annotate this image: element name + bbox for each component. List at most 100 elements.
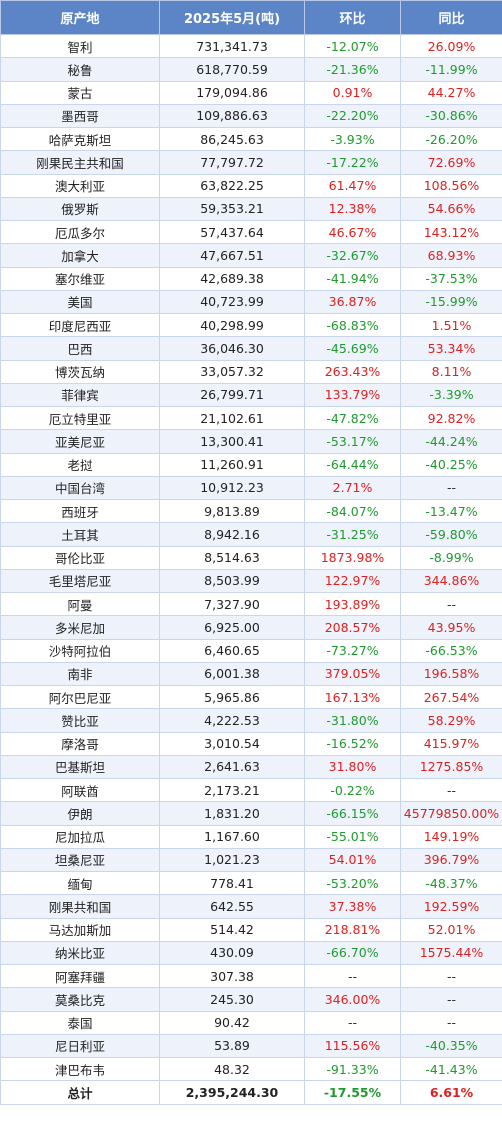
table-row: 西班牙 9,813.89 -84.07% -13.47%	[0, 498, 502, 524]
row-volume: 6,460.65	[159, 638, 305, 663]
row-mom: -53.17%	[304, 429, 401, 454]
table-row: 摩洛哥 3,010.54 -16.52% 415.97%	[0, 731, 502, 756]
row-volume: 8,503.99	[159, 568, 305, 594]
row-volume: 6,925.00	[159, 615, 305, 640]
row-volume: 4,222.53	[159, 708, 305, 733]
row-volume: 618,770.59	[159, 57, 305, 82]
row-origin: 毛里塔尼亚	[0, 568, 160, 594]
row-mom: 193.89%	[304, 591, 401, 617]
row-volume: 1,021.23	[159, 847, 305, 873]
table-row: 阿尔巴尼亚 5,965.86 167.13% 267.54%	[0, 684, 502, 710]
table-row: 马达加斯加 514.42 218.81% 52.01%	[0, 917, 502, 942]
row-mom: 54.01%	[304, 847, 401, 873]
table-row: 澳大利亚 63,822.25 61.47% 108.56%	[0, 173, 502, 198]
row-yoy: 267.54%	[400, 684, 502, 710]
table-row: 加拿大 47,667.51 -32.67% 68.93%	[0, 243, 502, 268]
row-yoy: 44.27%	[400, 80, 502, 105]
row-origin: 俄罗斯	[0, 196, 160, 222]
table-row: 老挝 11,260.91 -64.44% -40.25%	[0, 452, 502, 477]
row-yoy: -37.53%	[400, 266, 502, 291]
row-yoy: --	[400, 987, 502, 1012]
row-mom: -31.25%	[304, 522, 401, 547]
table-row: 伊朗 1,831.20 -66.15% 45779850.00%	[0, 801, 502, 826]
header-row: 原产地 2025年5月(吨) 环比 同比	[0, 0, 502, 35]
row-origin: 加拿大	[0, 243, 160, 268]
row-origin: 刚果共和国	[0, 894, 160, 919]
row-yoy: 68.93%	[400, 243, 502, 268]
row-mom: 122.97%	[304, 568, 401, 594]
row-mom: -12.07%	[304, 33, 401, 59]
table-row: 博茨瓦纳 33,057.32 263.43% 8.11%	[0, 359, 502, 384]
row-mom: -66.15%	[304, 801, 401, 826]
row-volume: 40,723.99	[159, 289, 305, 315]
table-row: 刚果共和国 642.55 37.38% 192.59%	[0, 894, 502, 919]
row-yoy: --	[400, 475, 502, 501]
row-mom: -55.01%	[304, 824, 401, 849]
table-row: 厄立特里亚 21,102.61 -47.82% 92.82%	[0, 405, 502, 431]
import-table: 原产地 2025年5月(吨) 环比 同比 智利 731,341.73 -12.07%…	[0, 0, 502, 1105]
row-mom: --	[304, 963, 401, 989]
row-volume: 21,102.61	[159, 405, 305, 431]
row-origin: 澳大利亚	[0, 173, 160, 198]
row-origin: 津巴布韦	[0, 1056, 160, 1082]
row-mom: 167.13%	[304, 684, 401, 710]
total-yoy: 6.61%	[400, 1080, 502, 1105]
table-row: 哥伦比亚 8,514.63 1873.98% -8.99%	[0, 545, 502, 570]
row-origin: 阿塞拜疆	[0, 963, 160, 989]
total-mom: -17.55%	[304, 1080, 401, 1105]
row-volume: 109,886.63	[159, 103, 305, 129]
row-origin: 巴基斯坦	[0, 754, 160, 780]
row-mom: -73.27%	[304, 638, 401, 663]
row-yoy: 72.69%	[400, 150, 502, 175]
table-row: 沙特阿拉伯 6,460.65 -73.27% -66.53%	[0, 638, 502, 663]
table-row: 坦桑尼亚 1,021.23 54.01% 396.79%	[0, 847, 502, 873]
row-yoy: 143.12%	[400, 219, 502, 245]
table-row: 泰国 90.42 -- --	[0, 1010, 502, 1035]
row-yoy: 108.56%	[400, 173, 502, 198]
row-volume: 6,001.38	[159, 661, 305, 687]
row-mom: -84.07%	[304, 498, 401, 524]
row-volume: 179,094.86	[159, 80, 305, 105]
row-origin: 尼加拉瓜	[0, 824, 160, 849]
row-volume: 10,912.23	[159, 475, 305, 501]
row-mom: -22.20%	[304, 103, 401, 129]
row-volume: 1,831.20	[159, 801, 305, 826]
row-volume: 7,327.90	[159, 591, 305, 617]
row-origin: 老挝	[0, 452, 160, 477]
row-yoy: 43.95%	[400, 615, 502, 640]
row-origin: 阿联酋	[0, 777, 160, 803]
table-row: 多米尼加 6,925.00 208.57% 43.95%	[0, 615, 502, 640]
row-origin: 沙特阿拉伯	[0, 638, 160, 663]
row-origin: 土耳其	[0, 522, 160, 547]
row-mom: -68.83%	[304, 312, 401, 338]
table-row: 毛里塔尼亚 8,503.99 122.97% 344.86%	[0, 568, 502, 594]
row-yoy: --	[400, 963, 502, 989]
row-yoy: 396.79%	[400, 847, 502, 873]
row-volume: 642.55	[159, 894, 305, 919]
row-mom: -45.69%	[304, 336, 401, 361]
row-origin: 哥伦比亚	[0, 545, 160, 570]
row-yoy: -41.43%	[400, 1056, 502, 1082]
row-origin: 赞比亚	[0, 708, 160, 733]
row-origin: 巴西	[0, 336, 160, 361]
row-origin: 秘鲁	[0, 57, 160, 82]
row-origin: 墨西哥	[0, 103, 160, 129]
row-volume: 778.41	[159, 870, 305, 896]
row-origin: 刚果民主共和国	[0, 150, 160, 175]
header-mom: 环比	[304, 0, 401, 35]
row-yoy: 1275.85%	[400, 754, 502, 780]
row-mom: -41.94%	[304, 266, 401, 291]
row-origin: 坦桑尼亚	[0, 847, 160, 873]
table-row: 蒙古 179,094.86 0.91% 44.27%	[0, 80, 502, 105]
row-volume: 430.09	[159, 940, 305, 966]
row-mom: -17.22%	[304, 150, 401, 175]
row-origin: 菲律宾	[0, 382, 160, 408]
row-mom: 0.91%	[304, 80, 401, 105]
row-mom: 208.57%	[304, 615, 401, 640]
table-row: 亚美尼亚 13,300.41 -53.17% -44.24%	[0, 429, 502, 454]
row-volume: 33,057.32	[159, 359, 305, 384]
row-yoy: 192.59%	[400, 894, 502, 919]
row-volume: 42,689.38	[159, 266, 305, 291]
row-origin: 亚美尼亚	[0, 429, 160, 454]
row-volume: 2,173.21	[159, 777, 305, 803]
